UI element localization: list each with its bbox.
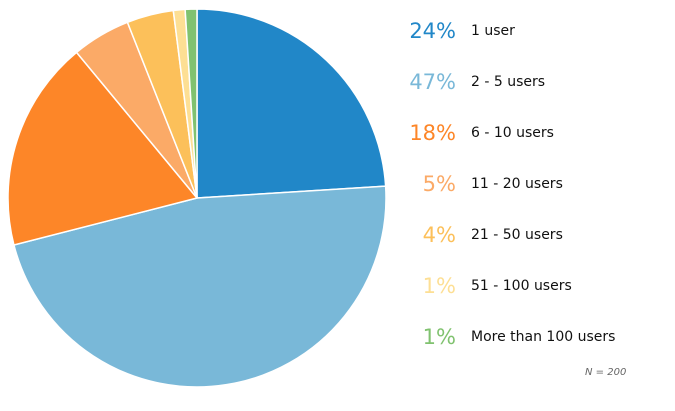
pie-slice (13, 185, 387, 388)
legend-label: 51 - 100 users (471, 278, 572, 294)
legend-percent: 47% (409, 70, 456, 94)
legend-item: 5% 11 - 20 users (400, 166, 563, 202)
pie-slice (7, 51, 199, 246)
pie-chart (7, 8, 387, 388)
pie-slice (196, 8, 387, 199)
legend-item: 1% 51 - 100 users (400, 268, 572, 304)
legend-percent: 1% (422, 325, 456, 349)
legend-percent: 1% (422, 274, 456, 298)
legend-percent: 5% (422, 172, 456, 196)
legend-item: 1% More than 100 users (400, 319, 616, 355)
legend-percent: 18% (409, 121, 456, 145)
legend-item: 24% 1 user (400, 13, 515, 49)
legend-label: 11 - 20 users (471, 176, 563, 192)
pie-slice (184, 8, 198, 199)
legend-percent: 24% (409, 19, 456, 43)
legend-label: 1 user (471, 23, 515, 39)
legend-item: 18% 6 - 10 users (400, 115, 554, 151)
legend-label: 2 - 5 users (471, 74, 546, 90)
legend-label: 6 - 10 users (471, 125, 554, 141)
legend-percent: 4% (422, 223, 456, 247)
legend-label: More than 100 users (471, 329, 616, 345)
legend-item: 47% 2 - 5 users (400, 64, 545, 100)
sample-size-note: N = 200 (585, 367, 627, 378)
legend-item: 4% 21 - 50 users (400, 217, 563, 253)
legend-label: 21 - 50 users (471, 227, 563, 243)
